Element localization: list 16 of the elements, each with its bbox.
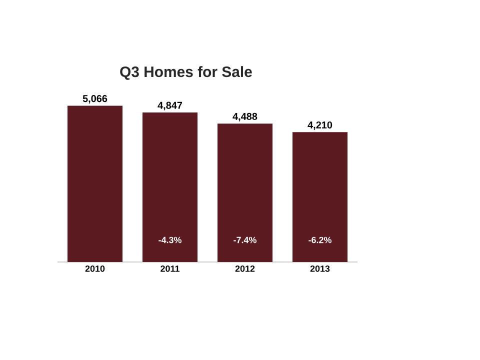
chart-title: Q3 Homes for Sale: [120, 66, 252, 80]
x-tick-label: 2012: [235, 266, 255, 272]
data-label: 4,488: [232, 112, 258, 122]
bar: [142, 112, 198, 262]
bar: [68, 106, 123, 262]
bar: [292, 132, 348, 262]
x-tick-label: 2011: [160, 266, 180, 272]
data-label: 5,066: [82, 95, 108, 104]
data-label: 4,847: [158, 102, 182, 110]
x-tick-label: 2013: [310, 266, 330, 272]
annotation: -4.3%: [158, 236, 182, 244]
bar: [218, 124, 273, 262]
annotation: -6.2%: [308, 236, 332, 244]
data-label: 4,210: [308, 121, 332, 130]
x-tick-label: 2010: [85, 266, 105, 272]
annotation: -7.4%: [234, 236, 256, 244]
